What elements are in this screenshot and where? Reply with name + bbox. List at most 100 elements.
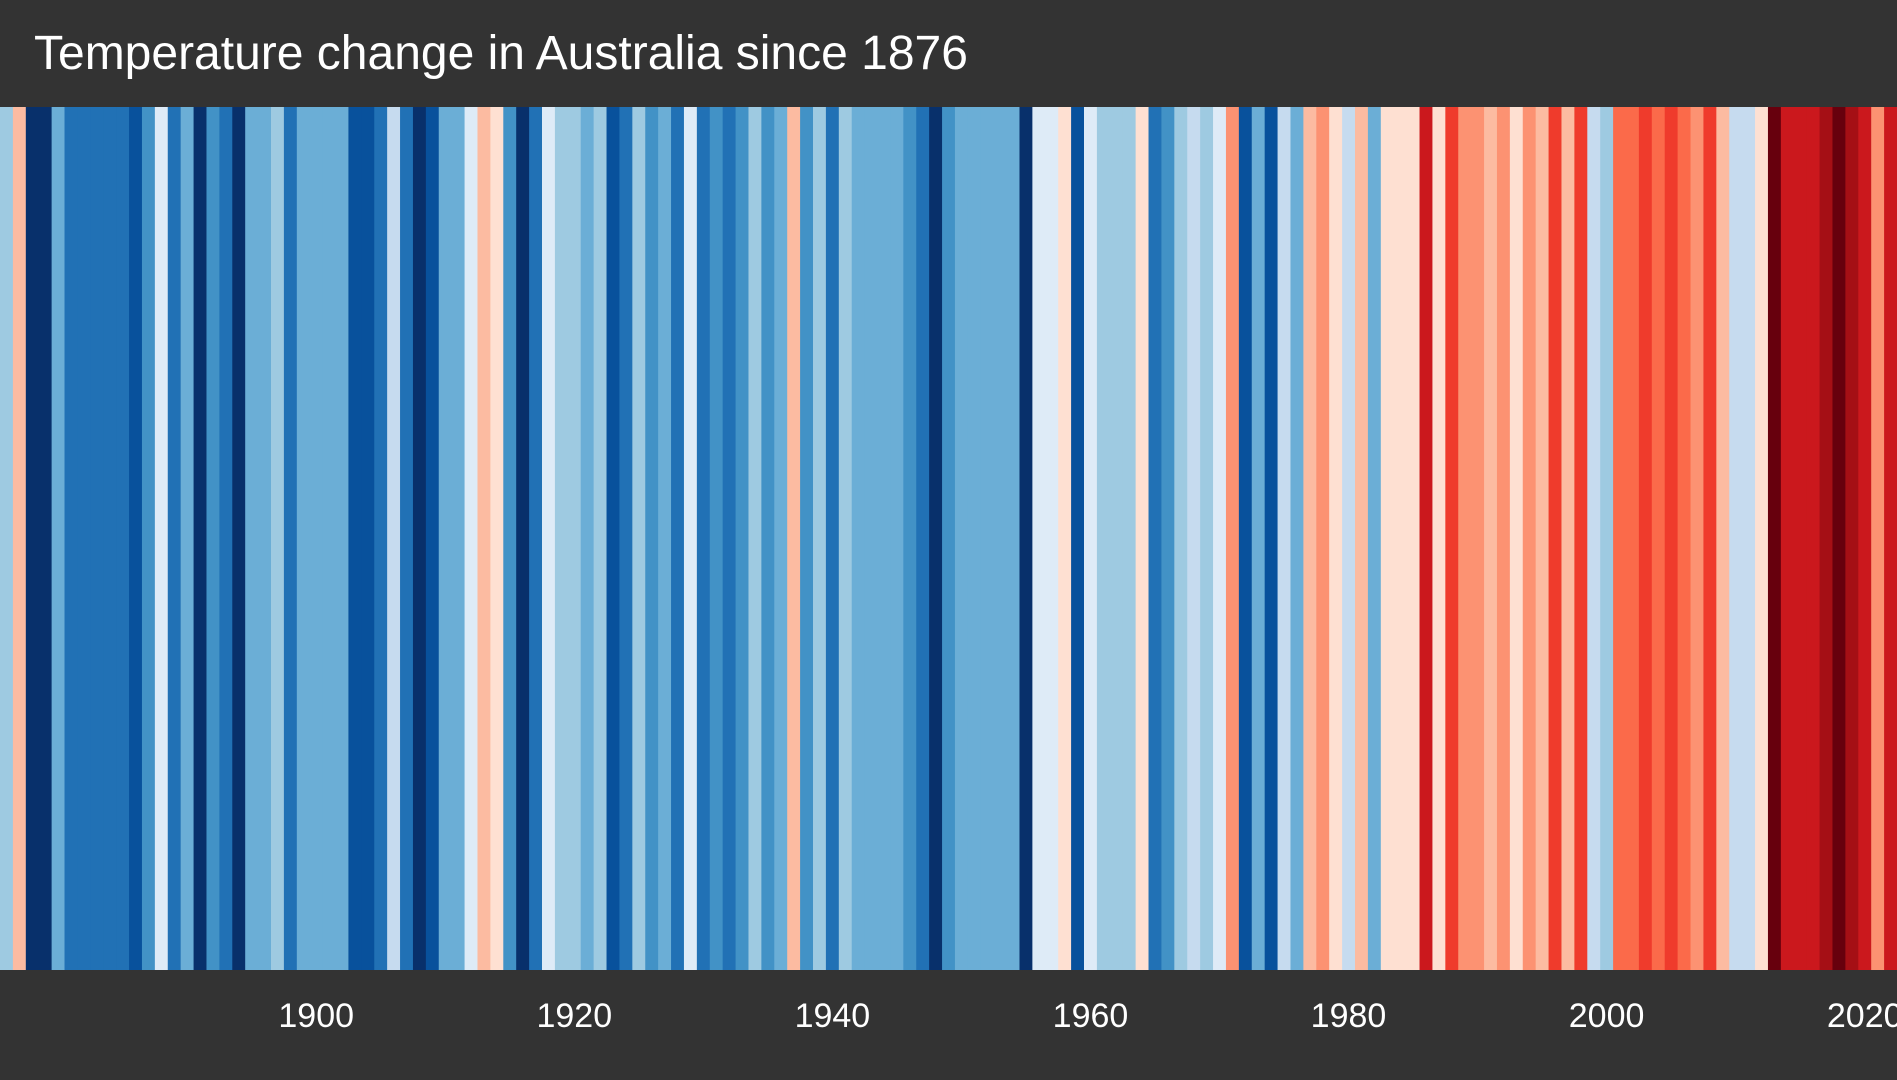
stripe-1899 bbox=[296, 107, 311, 970]
stripe-1939 bbox=[813, 107, 827, 970]
stripe-1889 bbox=[167, 107, 182, 970]
stripe-1953 bbox=[993, 107, 1008, 970]
stripe-1878 bbox=[25, 107, 40, 970]
stripe-1910 bbox=[438, 107, 453, 970]
stripe-2008 bbox=[1703, 107, 1717, 970]
stripe-1901 bbox=[322, 107, 337, 970]
x-tick-label-1900: 1900 bbox=[278, 997, 354, 1035]
stripe-2004 bbox=[1651, 107, 1666, 970]
stripe-1970 bbox=[1213, 107, 1227, 970]
stripe-1933 bbox=[735, 107, 750, 970]
stripe-1883 bbox=[90, 107, 104, 970]
stripe-1906 bbox=[387, 107, 401, 970]
x-tick-label-1980: 1980 bbox=[1311, 997, 1387, 1035]
stripe-1917 bbox=[529, 107, 543, 970]
stripe-1888 bbox=[154, 107, 169, 970]
stripe-1962 bbox=[1109, 107, 1124, 970]
stripe-1950 bbox=[954, 107, 969, 970]
stripe-1895 bbox=[245, 107, 259, 970]
stripe-1974 bbox=[1264, 107, 1279, 970]
stripe-1959 bbox=[1071, 107, 1085, 970]
stripe-1967 bbox=[1174, 107, 1188, 970]
stripe-1936 bbox=[774, 107, 788, 970]
stripe-1957 bbox=[1045, 107, 1059, 970]
stripe-1954 bbox=[1006, 107, 1021, 970]
stripe-1964 bbox=[1135, 107, 1150, 970]
stripe-2014 bbox=[1780, 107, 1795, 970]
stripe-1923 bbox=[606, 107, 621, 970]
stripe-1997 bbox=[1561, 107, 1575, 970]
stripe-1947 bbox=[916, 107, 930, 970]
stripe-2007 bbox=[1690, 107, 1705, 970]
stripe-1968 bbox=[1187, 107, 1201, 970]
stripe-1986 bbox=[1419, 107, 1434, 970]
stripe-1982 bbox=[1367, 107, 1382, 970]
stripe-1914 bbox=[490, 107, 504, 970]
stripe-1938 bbox=[800, 107, 814, 970]
stripe-1944 bbox=[877, 107, 892, 970]
stripe-2017 bbox=[1819, 107, 1834, 970]
stripe-1882 bbox=[77, 107, 91, 970]
stripe-1952 bbox=[980, 107, 995, 970]
stripe-1991 bbox=[1484, 107, 1498, 970]
stripe-1929 bbox=[683, 107, 698, 970]
stripe-1919 bbox=[554, 107, 569, 970]
stripe-1955 bbox=[1019, 107, 1033, 970]
stripe-1993 bbox=[1509, 107, 1524, 970]
stripe-1928 bbox=[671, 107, 685, 970]
stripe-1893 bbox=[219, 107, 233, 970]
stripe-1931 bbox=[709, 107, 724, 970]
stripe-1898 bbox=[283, 107, 298, 970]
x-tick-label-2020: 2020 bbox=[1827, 997, 1897, 1035]
stripe-1976 bbox=[1290, 107, 1304, 970]
stripe-2011 bbox=[1742, 107, 1756, 970]
stripe-1926 bbox=[645, 107, 659, 970]
stripe-1880 bbox=[51, 107, 66, 970]
stripe-1992 bbox=[1496, 107, 1511, 970]
stripe-2012 bbox=[1755, 107, 1769, 970]
stripe-1969 bbox=[1200, 107, 1214, 970]
stripe-1945 bbox=[890, 107, 904, 970]
stripe-1907 bbox=[400, 107, 414, 970]
stripe-1996 bbox=[1548, 107, 1563, 970]
stripe-1891 bbox=[193, 107, 208, 970]
stripe-1977 bbox=[1303, 107, 1317, 970]
stripe-1896 bbox=[258, 107, 272, 970]
stripe-1877 bbox=[12, 107, 27, 970]
stripe-1911 bbox=[451, 107, 466, 970]
stripe-2001 bbox=[1613, 107, 1627, 970]
stripe-1879 bbox=[38, 107, 53, 970]
x-tick-label-1920: 1920 bbox=[536, 997, 612, 1035]
stripe-1934 bbox=[748, 107, 762, 970]
stripe-1922 bbox=[593, 107, 608, 970]
stripe-1987 bbox=[1432, 107, 1446, 970]
x-tick-label-1960: 1960 bbox=[1053, 997, 1129, 1035]
stripe-2015 bbox=[1793, 107, 1808, 970]
stripe-1887 bbox=[141, 107, 156, 970]
stripe-1958 bbox=[1058, 107, 1072, 970]
stripe-1927 bbox=[658, 107, 672, 970]
stripe-1948 bbox=[929, 107, 943, 970]
stripe-1966 bbox=[1161, 107, 1175, 970]
stripe-1885 bbox=[116, 107, 130, 970]
stripe-1985 bbox=[1406, 107, 1421, 970]
x-axis-ticks: 1900 1920 1940 1960 1980 2000 2020 bbox=[278, 997, 1897, 1035]
stripe-1912 bbox=[464, 107, 479, 970]
stripe-2013 bbox=[1767, 107, 1782, 970]
stripe-1932 bbox=[722, 107, 737, 970]
stripe-1876 bbox=[0, 107, 14, 970]
stripe-1881 bbox=[64, 107, 79, 970]
stripes-group bbox=[0, 107, 1897, 970]
stripe-1921 bbox=[580, 107, 595, 970]
stripe-1941 bbox=[838, 107, 853, 970]
stripe-1990 bbox=[1471, 107, 1485, 970]
stripe-1935 bbox=[761, 107, 775, 970]
stripe-1973 bbox=[1251, 107, 1266, 970]
stripe-1983 bbox=[1380, 107, 1395, 970]
stripe-1924 bbox=[619, 107, 633, 970]
stripe-1918 bbox=[542, 107, 556, 970]
stripe-1960 bbox=[1084, 107, 1098, 970]
stripe-1905 bbox=[374, 107, 388, 970]
stripe-1984 bbox=[1393, 107, 1408, 970]
stripe-1949 bbox=[942, 107, 956, 970]
